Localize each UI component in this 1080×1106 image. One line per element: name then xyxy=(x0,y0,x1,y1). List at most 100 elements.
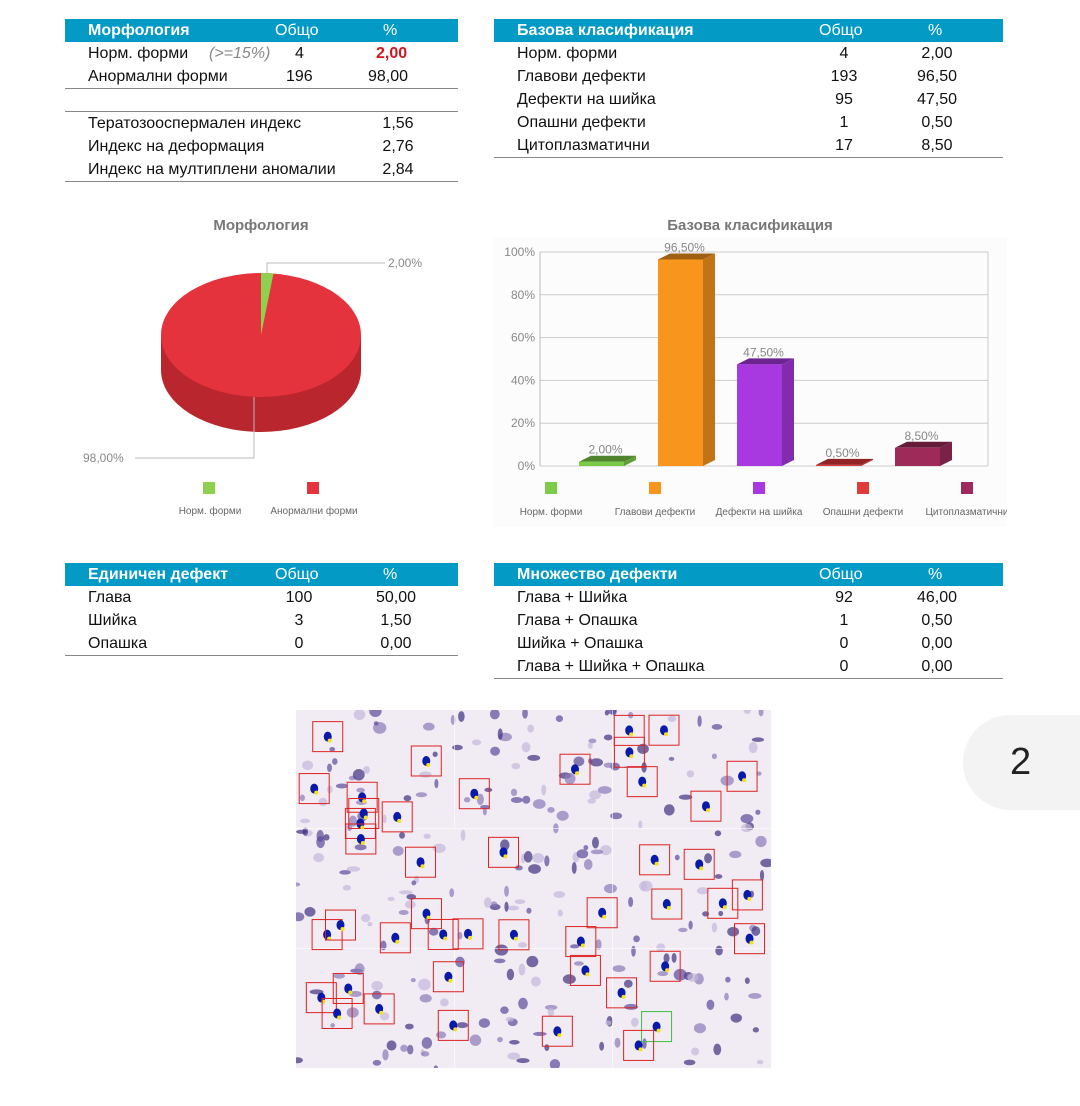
header-pct: % xyxy=(383,21,398,39)
cell xyxy=(715,945,723,956)
cell xyxy=(573,756,585,767)
cell xyxy=(743,710,751,714)
detection-box xyxy=(345,823,377,855)
bar-top xyxy=(579,455,636,462)
detection-box xyxy=(541,1015,573,1047)
cell xyxy=(506,905,520,911)
row-label: Опашка xyxy=(88,634,148,652)
header-total: Общо xyxy=(819,565,863,583)
row-pct: 98,00 xyxy=(368,67,409,85)
legend-label: Главови дефекти xyxy=(615,506,696,518)
cell xyxy=(610,812,623,820)
marker xyxy=(327,738,332,743)
cell xyxy=(760,858,771,868)
row-label: Дефекти на шийка xyxy=(517,90,656,108)
marker xyxy=(420,864,425,869)
legend-swatch xyxy=(961,482,973,494)
marker xyxy=(362,799,367,804)
cell xyxy=(405,1023,414,1030)
cell xyxy=(718,910,724,917)
pie-leader-line xyxy=(135,397,255,459)
cell xyxy=(714,874,723,879)
cell xyxy=(527,724,535,733)
row-label: Анормални форми xyxy=(88,67,228,85)
bar-data-label: 96,50% xyxy=(664,240,705,254)
cell xyxy=(752,1027,760,1033)
cell xyxy=(556,810,569,821)
cell xyxy=(599,1041,605,1051)
cell xyxy=(642,1038,647,1049)
legend-label: Норм. форми xyxy=(178,506,242,517)
cell xyxy=(530,976,541,987)
cell xyxy=(332,758,338,765)
cell xyxy=(547,1007,555,1017)
cell xyxy=(392,845,404,856)
page-number-badge: 2 xyxy=(963,715,1080,810)
cell xyxy=(631,945,636,957)
cell xyxy=(744,977,750,984)
detection-box xyxy=(312,721,344,753)
cell xyxy=(591,836,599,849)
cell xyxy=(428,927,439,936)
cell xyxy=(603,762,615,768)
single-defect-table: Единичен дефект Общо % Глава 100 50,00 Шийк… xyxy=(65,563,458,656)
cell xyxy=(404,900,416,909)
cell xyxy=(729,850,742,859)
cell xyxy=(505,1016,514,1022)
pie-label-normal: 2,00% xyxy=(388,256,422,270)
cell xyxy=(382,814,387,824)
cell xyxy=(489,710,500,720)
cell xyxy=(704,853,712,864)
cell xyxy=(400,1044,408,1052)
row-pct: 2,00 xyxy=(921,44,953,62)
detection-box xyxy=(649,950,681,982)
cell xyxy=(360,913,371,923)
bar-top xyxy=(895,441,952,448)
table-row: Шийка 3 1,50 xyxy=(65,609,458,632)
cell xyxy=(339,870,351,875)
marker xyxy=(665,968,670,973)
cell xyxy=(639,880,653,892)
detection-box xyxy=(731,879,763,911)
pie-title: Морфология xyxy=(213,217,309,234)
header-total: Общо xyxy=(275,21,319,39)
table-row: Норм. форми (>=15%) 4 2,00 xyxy=(65,42,458,65)
cell xyxy=(755,835,767,848)
table-row: Индекс на мултиплени аномалии 2,84 xyxy=(65,158,458,181)
row-label: Шийка xyxy=(88,611,137,629)
header-label: Единичен дефект xyxy=(88,565,229,583)
cell xyxy=(323,834,330,841)
table-header: Множество дефекти Общо % xyxy=(494,563,1003,586)
cell xyxy=(587,742,593,749)
cell xyxy=(571,861,577,874)
bar-side xyxy=(940,441,952,466)
legend-swatch xyxy=(649,482,661,494)
detection-box xyxy=(623,1029,655,1061)
cell xyxy=(490,901,498,907)
cell xyxy=(300,818,311,824)
cell xyxy=(549,1059,561,1068)
detection-box xyxy=(613,736,645,768)
marker xyxy=(426,915,431,920)
detection-box xyxy=(410,898,442,930)
row-total: 1 xyxy=(839,611,849,629)
detection-box xyxy=(363,993,395,1025)
detection-box xyxy=(379,922,411,954)
base-classification-bar-chart: 0% 20% 40% 60% 80% 100% 2,00% Норм. форми 96,50%… xyxy=(493,237,1007,527)
cell xyxy=(544,1004,558,1010)
cell xyxy=(547,806,555,813)
header-total: Общо xyxy=(819,21,863,39)
bar-title: Базова класификация xyxy=(667,217,833,234)
table-row: Глава 100 50,00 xyxy=(65,586,458,609)
cell xyxy=(456,1022,468,1029)
legend-swatch xyxy=(753,482,765,494)
cell xyxy=(583,844,589,851)
cell xyxy=(557,909,563,917)
row-total: 0 xyxy=(839,634,849,652)
cell xyxy=(583,859,593,870)
table-row: Норм. форми 4 2,00 xyxy=(494,42,1003,65)
detection-box xyxy=(458,778,490,810)
cell xyxy=(603,734,613,741)
cell xyxy=(748,993,762,999)
bar-top xyxy=(737,358,794,365)
